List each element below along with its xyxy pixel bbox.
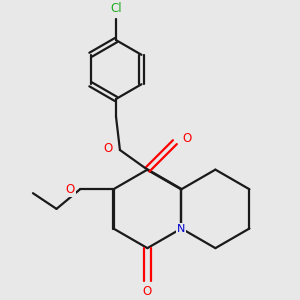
Text: O: O xyxy=(182,132,191,145)
Text: O: O xyxy=(103,142,113,154)
Text: O: O xyxy=(66,183,75,196)
Text: Cl: Cl xyxy=(110,2,122,15)
Text: O: O xyxy=(143,285,152,298)
Text: N: N xyxy=(177,224,186,233)
